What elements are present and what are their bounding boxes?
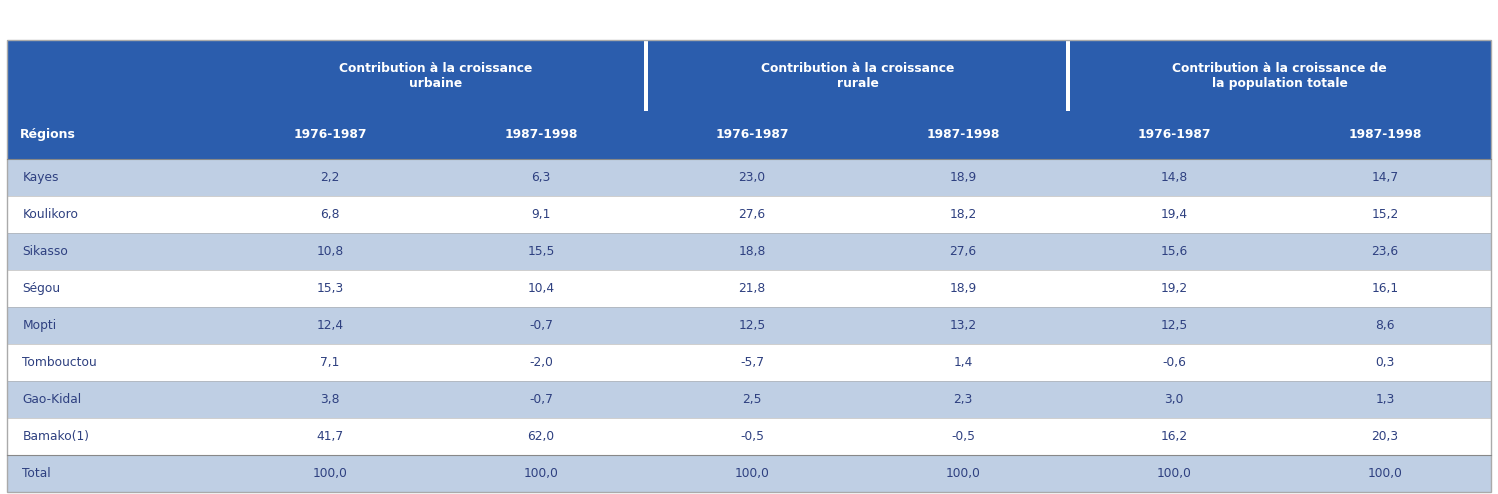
Bar	[7, 111, 225, 159]
Bar	[7, 455, 1491, 492]
Text: Kayes: Kayes	[22, 171, 58, 184]
Bar	[436, 111, 647, 159]
Bar	[1068, 41, 1491, 111]
Bar	[1065, 0, 1070, 111]
Text: 19,4: 19,4	[1161, 208, 1188, 221]
Text: 12,5: 12,5	[739, 319, 765, 332]
Text: 18,9: 18,9	[950, 282, 977, 295]
Text: Contribution à la croissance de
la population totale: Contribution à la croissance de la popul…	[1171, 62, 1387, 89]
Text: 15,3: 15,3	[316, 282, 345, 295]
Text: -2,0: -2,0	[529, 356, 553, 369]
Text: 1976-1987: 1976-1987	[294, 128, 367, 141]
Bar	[225, 111, 436, 159]
Text: 18,8: 18,8	[739, 245, 765, 258]
Text: 14,7: 14,7	[1372, 171, 1399, 184]
Bar	[857, 111, 1068, 159]
Text: -0,7: -0,7	[529, 393, 553, 406]
Bar	[647, 41, 1068, 111]
Text: 100,0: 100,0	[734, 467, 770, 480]
Text: 6,8: 6,8	[321, 208, 340, 221]
Text: 100,0: 100,0	[945, 467, 981, 480]
Text: 20,3: 20,3	[1372, 430, 1399, 443]
Text: 41,7: 41,7	[316, 430, 343, 443]
Bar	[7, 344, 1491, 381]
Text: Contribution à la croissance
rurale: Contribution à la croissance rurale	[761, 62, 954, 89]
Text: 2,5: 2,5	[743, 393, 762, 406]
Text: 21,8: 21,8	[739, 282, 765, 295]
Text: 1976-1987: 1976-1987	[716, 128, 789, 141]
Text: 1987-1998: 1987-1998	[505, 128, 578, 141]
Text: 10,8: 10,8	[316, 245, 345, 258]
Text: 100,0: 100,0	[1368, 467, 1402, 480]
Bar	[7, 307, 1491, 344]
Text: 10,4: 10,4	[527, 282, 554, 295]
Text: Total: Total	[22, 467, 51, 480]
Bar	[7, 381, 1491, 418]
Text: 3,8: 3,8	[321, 393, 340, 406]
Text: 0,3: 0,3	[1375, 356, 1395, 369]
Text: 6,3: 6,3	[532, 171, 551, 184]
Text: 8,6: 8,6	[1375, 319, 1395, 332]
Text: -0,5: -0,5	[951, 430, 975, 443]
Text: -0,7: -0,7	[529, 319, 553, 332]
Text: -0,6: -0,6	[1162, 356, 1186, 369]
Text: Tombouctou: Tombouctou	[22, 356, 97, 369]
Text: 23,6: 23,6	[1372, 245, 1399, 258]
Text: 9,1: 9,1	[532, 208, 551, 221]
Bar	[7, 41, 225, 111]
Text: 19,2: 19,2	[1161, 282, 1188, 295]
Text: 16,2: 16,2	[1161, 430, 1188, 443]
Text: 7,1: 7,1	[321, 356, 340, 369]
Text: 15,2: 15,2	[1371, 208, 1399, 221]
Bar	[7, 233, 1491, 270]
Text: Bamako(1): Bamako(1)	[22, 430, 90, 443]
Bar	[7, 196, 1491, 233]
Text: -0,5: -0,5	[740, 430, 764, 443]
Bar	[7, 270, 1491, 307]
Bar	[1068, 111, 1279, 159]
Text: 18,2: 18,2	[950, 208, 977, 221]
Text: 2,2: 2,2	[321, 171, 340, 184]
Text: Régions: Régions	[19, 128, 75, 141]
Text: 1,4: 1,4	[953, 356, 972, 369]
Text: 12,5: 12,5	[1161, 319, 1188, 332]
Text: 14,8: 14,8	[1161, 171, 1188, 184]
Bar	[7, 418, 1491, 455]
Text: Mopti: Mopti	[22, 319, 57, 332]
Bar	[1279, 111, 1491, 159]
Text: 1,3: 1,3	[1375, 393, 1395, 406]
Text: 100,0: 100,0	[524, 467, 559, 480]
Text: Ségou: Ségou	[22, 282, 60, 295]
Text: 27,6: 27,6	[739, 208, 765, 221]
Text: 1976-1987: 1976-1987	[1137, 128, 1210, 141]
Text: 16,1: 16,1	[1372, 282, 1399, 295]
Text: 100,0: 100,0	[1156, 467, 1191, 480]
Text: 15,5: 15,5	[527, 245, 554, 258]
Text: 62,0: 62,0	[527, 430, 554, 443]
Text: Sikasso: Sikasso	[22, 245, 69, 258]
Text: 13,2: 13,2	[950, 319, 977, 332]
Text: 3,0: 3,0	[1164, 393, 1183, 406]
Text: 1987-1998: 1987-1998	[926, 128, 999, 141]
Text: 1987-1998: 1987-1998	[1348, 128, 1422, 141]
Text: 2,3: 2,3	[953, 393, 972, 406]
Text: 23,0: 23,0	[739, 171, 765, 184]
Text: Koulikoro: Koulikoro	[22, 208, 78, 221]
Bar	[225, 41, 647, 111]
Text: 27,6: 27,6	[950, 245, 977, 258]
Bar	[7, 159, 1491, 196]
Text: 18,9: 18,9	[950, 171, 977, 184]
Text: 100,0: 100,0	[313, 467, 348, 480]
Bar	[644, 0, 649, 111]
Text: Contribution à la croissance
urbaine: Contribution à la croissance urbaine	[339, 62, 532, 89]
Bar	[647, 111, 857, 159]
Text: 15,6: 15,6	[1161, 245, 1188, 258]
Text: Gao-Kidal: Gao-Kidal	[22, 393, 81, 406]
Text: 12,4: 12,4	[316, 319, 343, 332]
Text: -5,7: -5,7	[740, 356, 764, 369]
